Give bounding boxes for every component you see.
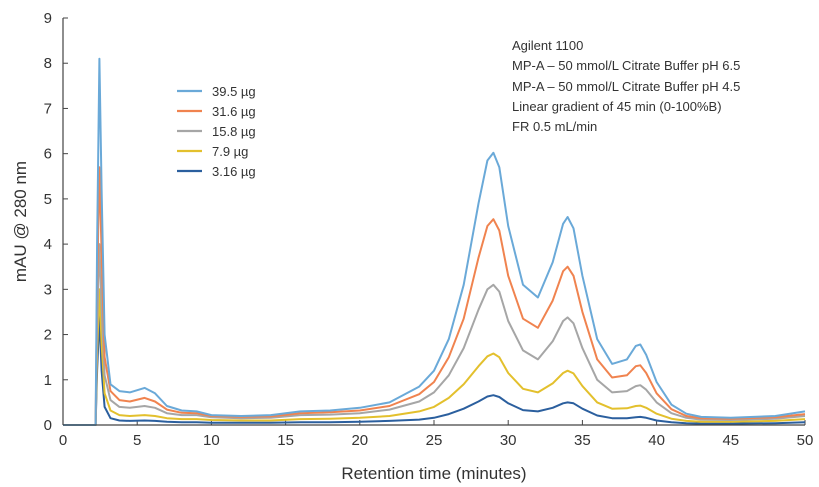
y-tick-label: 6 — [44, 146, 52, 163]
y-tick-label: 1 — [44, 372, 52, 389]
method-annotation: Agilent 1100 MP-A – 50 mmol/L Citrate Bu… — [512, 38, 740, 134]
annotation-line: Linear gradient of 45 min (0-100%B) — [512, 99, 722, 114]
legend-label: 7.9 µg — [212, 144, 248, 159]
series-line-2 — [63, 166, 806, 426]
annotation-line: FR 0.5 mL/min — [512, 119, 597, 134]
annotation-line: Agilent 1100 — [512, 38, 583, 53]
x-tick-label: 30 — [500, 432, 517, 449]
x-tick-label: 15 — [277, 432, 294, 449]
x-axis-label: Retention time (minutes) — [341, 464, 526, 483]
x-tick-label: 40 — [648, 432, 665, 449]
y-tick-label: 4 — [44, 236, 52, 253]
y-tick-label: 0 — [44, 417, 52, 434]
annotation-line: MP-A – 50 mmol/L Citrate Buffer pH 6.5 — [512, 58, 740, 73]
y-tick-label: 5 — [44, 191, 52, 208]
legend-label: 15.8 µg — [212, 124, 256, 139]
y-axis-label: mAU @ 280 nm — [11, 161, 30, 282]
series-line-3 — [63, 243, 806, 426]
x-tick-label: 45 — [722, 432, 739, 449]
series-layer — [63, 57, 806, 426]
y-tick-label: 3 — [44, 281, 52, 298]
x-tick-label: 25 — [426, 432, 443, 449]
x-tick-label: 10 — [203, 432, 220, 449]
legend-label: 3.16 µg — [212, 164, 256, 179]
y-tick-label: 9 — [44, 10, 52, 27]
y-tick-label: 7 — [44, 100, 52, 117]
y-tick-label: 2 — [44, 327, 52, 344]
y-tick-label: 8 — [44, 55, 52, 72]
legend-label: 31.6 µg — [212, 104, 256, 119]
legend-label: 39.5 µg — [212, 84, 256, 99]
x-tick-label: 0 — [59, 432, 67, 449]
x-tick-label: 5 — [133, 432, 141, 449]
x-tick-label: 20 — [351, 432, 368, 449]
x-tick-label: 50 — [797, 432, 814, 449]
x-tick-label: 35 — [574, 432, 591, 449]
legend: 39.5 µg 31.6 µg 15.8 µg 7.9 µg 3.16 µg — [177, 84, 256, 179]
annotation-line: MP-A – 50 mmol/L Citrate Buffer pH 4.5 — [512, 79, 740, 94]
series-line-5 — [63, 315, 806, 426]
series-line-1 — [63, 57, 806, 426]
series-line-4 — [63, 288, 806, 426]
